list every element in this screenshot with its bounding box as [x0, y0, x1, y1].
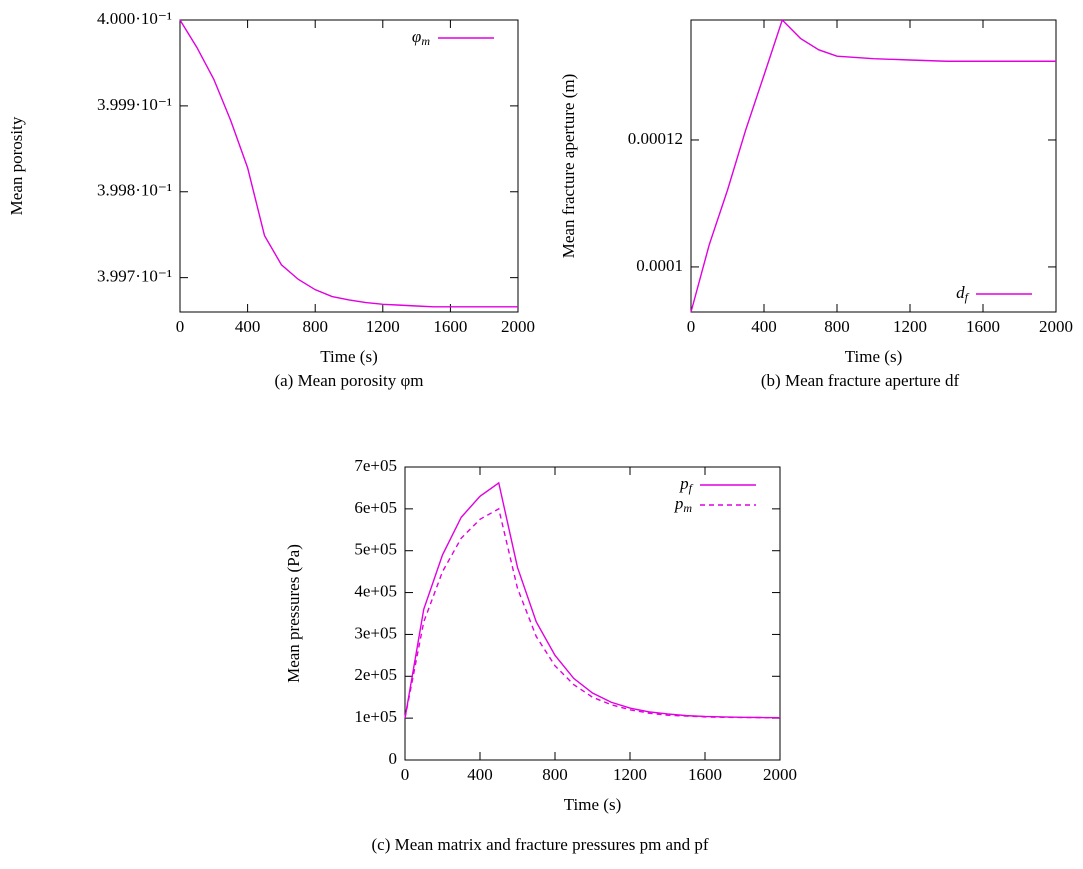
y-tick-label: 3.997·10⁻¹	[97, 267, 172, 286]
x-tick-label: 0	[176, 317, 185, 336]
y-tick-label: 2e+05	[354, 665, 397, 684]
y-tick-label: 3e+05	[354, 623, 397, 642]
plot-frame	[179, 19, 519, 313]
y-tick-label: 0.00012	[628, 129, 683, 148]
data-line	[690, 18, 1056, 313]
x-tick-label: 800	[542, 765, 568, 784]
x-axis-label: Time (s)	[845, 347, 902, 366]
caption: (a) Mean porosity φm	[274, 371, 423, 390]
x-tick-label: 400	[751, 317, 777, 336]
legend-label: pf	[679, 474, 694, 495]
legend-label: df	[956, 283, 970, 304]
legend-symbol: φ	[412, 27, 421, 46]
x-tick-label: 1200	[366, 317, 400, 336]
legend-subscript: f	[965, 290, 970, 304]
x-tick-label: 2000	[501, 317, 535, 336]
x-tick-label: 0	[687, 317, 696, 336]
plot-frame	[404, 466, 781, 761]
x-axis-label: Time (s)	[564, 795, 621, 814]
x-tick-label: 800	[302, 317, 328, 336]
x-tick-label: 400	[235, 317, 261, 336]
data-line	[404, 507, 781, 719]
y-axis-label: Mean fracture aperture (m)	[559, 74, 578, 259]
y-tick-label: 0.0001	[636, 256, 683, 275]
x-tick-label: 1600	[966, 317, 1000, 336]
data-line	[404, 481, 781, 719]
legend-subscript: m	[683, 501, 692, 515]
y-tick-label: 5e+05	[354, 540, 397, 559]
legend-symbol: p	[679, 474, 689, 493]
legend-subscript: m	[421, 34, 430, 48]
y-tick-label: 0	[389, 749, 398, 768]
y-tick-label: 6e+05	[354, 498, 397, 517]
y-tick-label: 7e+05	[354, 456, 397, 475]
x-tick-label: 2000	[1039, 317, 1073, 336]
data-line	[179, 19, 518, 308]
x-tick-label: 1600	[688, 765, 722, 784]
x-tick-label: 400	[467, 765, 493, 784]
x-tick-label: 1600	[433, 317, 467, 336]
y-tick-label: 4e+05	[354, 581, 397, 600]
y-tick-label: 3.998·10⁻¹	[97, 181, 172, 200]
legend-subscript: f	[689, 481, 694, 495]
y-axis-label: Mean pressures (Pa)	[284, 544, 303, 683]
y-axis-label: Mean porosity	[7, 116, 26, 215]
legend-symbol: d	[956, 283, 965, 302]
y-tick-label: 3.999·10⁻¹	[97, 95, 172, 114]
caption: (c) Mean matrix and fracture pressures p…	[371, 835, 708, 854]
plot-frame	[690, 19, 1057, 313]
y-tick-label: 1e+05	[354, 707, 397, 726]
x-tick-label: 1200	[893, 317, 927, 336]
x-tick-label: 1200	[613, 765, 647, 784]
legend-label: φm	[412, 27, 430, 48]
x-tick-label: 0	[401, 765, 410, 784]
legend-label: pm	[674, 494, 693, 515]
x-tick-label: 2000	[763, 765, 797, 784]
x-tick-label: 800	[824, 317, 850, 336]
y-tick-label: 4.000·10⁻¹	[97, 9, 172, 28]
caption: (b) Mean fracture aperture df	[761, 371, 960, 390]
legend-symbol: p	[674, 494, 684, 513]
x-axis-label: Time (s)	[320, 347, 377, 366]
